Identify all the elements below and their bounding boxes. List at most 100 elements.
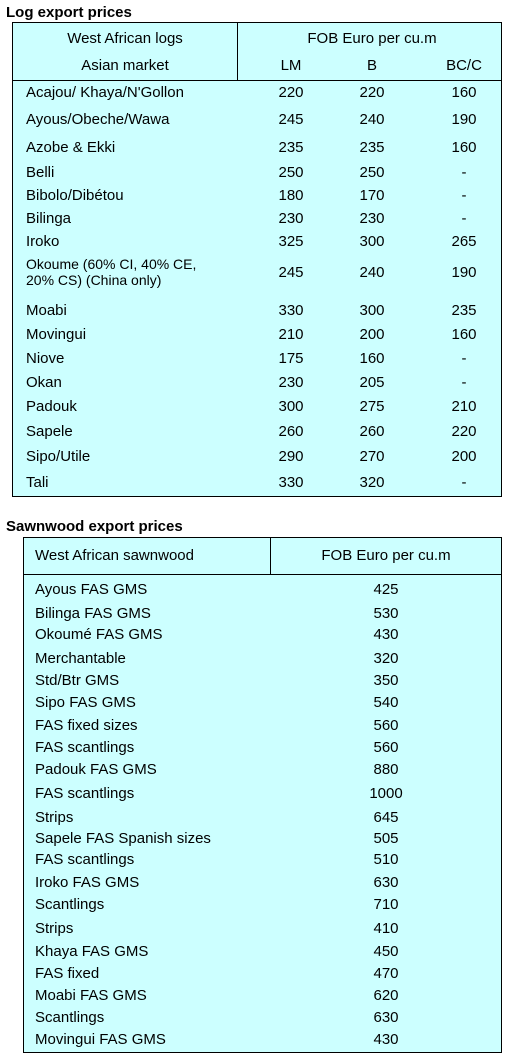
sawnwood-prices-title: Sawnwood export prices [6, 518, 183, 535]
header-grade-lm: LM [280, 57, 302, 74]
log-name: Movingui [26, 326, 87, 343]
sawnwood-price: 425 [373, 581, 399, 598]
header-asian-market: Asian market [81, 57, 169, 74]
log-name: Moabi [26, 302, 67, 319]
sawnwood-price: 510 [373, 851, 399, 868]
sawnwood-name: Strips [35, 809, 74, 826]
sawnwood-name: Scantlings [35, 1009, 105, 1026]
sawnwood-price: 560 [373, 717, 399, 734]
log-price-lm: 230 [278, 210, 304, 227]
sawnwood-table-header: West African sawnwood FOB Euro per cu.m [24, 538, 501, 575]
log-price-bcc: - [461, 374, 467, 391]
sawnwood-name: FAS fixed sizes [35, 717, 138, 734]
log-name: Bibolo/Dibétou [26, 187, 124, 204]
sawnwood-header-divider [270, 538, 271, 574]
sawnwood-name: Sipo FAS GMS [35, 694, 136, 711]
log-price-bcc: 265 [451, 233, 477, 250]
sawnwood-price: 505 [373, 830, 399, 847]
log-price-bcc: - [461, 187, 467, 204]
log-price-bcc: 160 [451, 84, 477, 101]
log-price-lm: 330 [278, 302, 304, 319]
sawnwood-price: 630 [373, 1009, 399, 1026]
sawnwood-price: 630 [373, 874, 399, 891]
log-table-header: West African logs Asian market FOB Euro … [13, 23, 501, 81]
sawnwood-prices-table: West African sawnwood FOB Euro per cu.m … [23, 537, 502, 1053]
sawnwood-name: Movingui FAS GMS [35, 1031, 166, 1048]
log-price-lm: 300 [278, 398, 304, 415]
log-price-lm: 220 [278, 84, 304, 101]
log-price-b: 170 [359, 187, 385, 204]
log-price-b: 270 [359, 448, 385, 465]
log-name: Niove [26, 350, 65, 367]
sawnwood-name: Ayous FAS GMS [35, 581, 148, 598]
sawnwood-price: 470 [373, 965, 399, 982]
sawnwood-name: FAS fixed [35, 965, 100, 982]
log-price-lm: 230 [278, 374, 304, 391]
sawnwood-name: Merchantable [35, 650, 126, 667]
sawnwood-price: 320 [373, 650, 399, 667]
sawnwood-price: 620 [373, 987, 399, 1004]
log-name: Padouk [26, 398, 77, 415]
log-price-bcc: 190 [451, 111, 477, 128]
log-prices-title: Log export prices [6, 4, 132, 21]
sawnwood-name: FAS scantlings [35, 739, 135, 756]
log-name: Acajou/ Khaya/N'Gollon [26, 84, 184, 101]
log-price-b: 300 [359, 302, 385, 319]
log-price-b: 205 [359, 374, 385, 391]
log-price-bcc: - [461, 210, 467, 227]
log-price-b: 275 [359, 398, 385, 415]
log-price-b: 320 [359, 474, 385, 491]
log-price-lm: 245 [278, 264, 304, 281]
log-name: Bilinga [26, 210, 72, 227]
log-price-b: 260 [359, 423, 385, 440]
sawnwood-name: FAS scantlings [35, 851, 135, 868]
sawnwood-name: Sapele FAS Spanish sizes [35, 830, 211, 847]
log-price-bcc: 160 [451, 139, 477, 156]
sawnwood-price: 530 [373, 605, 399, 622]
log-price-bcc: - [461, 164, 467, 181]
log-name: Iroko [26, 233, 60, 250]
header-grade-b: B [366, 57, 378, 74]
log-price-b: 200 [359, 326, 385, 343]
log-name: Sipo/Utile [26, 448, 91, 465]
log-price-b: 230 [359, 210, 385, 227]
log-name: Ayous/Obeche/Wawa [26, 111, 170, 128]
log-name: Azobe & Ekki [26, 139, 116, 156]
sawnwood-price: 540 [373, 694, 399, 711]
sawnwood-price: 350 [373, 672, 399, 689]
log-price-b: 300 [359, 233, 385, 250]
log-price-bcc: 190 [451, 264, 477, 281]
header-west-african-logs: West African logs [67, 30, 183, 47]
sawnwood-price: 1000 [369, 785, 403, 802]
log-price-bcc: - [461, 350, 467, 367]
sawnwood-name: Iroko FAS GMS [35, 874, 140, 891]
sawnwood-name: Strips [35, 920, 74, 937]
log-price-lm: 180 [278, 187, 304, 204]
log-price-bcc: 200 [451, 448, 477, 465]
log-price-lm: 175 [278, 350, 304, 367]
sawnwood-price: 880 [373, 761, 399, 778]
log-price-bcc: 220 [451, 423, 477, 440]
log-price-b: 235 [359, 139, 385, 156]
log-price-lm: 290 [278, 448, 304, 465]
sawnwood-name: Padouk FAS GMS [35, 761, 157, 778]
log-name: Okan [26, 374, 62, 391]
sawnwood-name: Bilinga FAS GMS [35, 605, 151, 622]
log-price-lm: 245 [278, 111, 304, 128]
header-sawnwood-fob-euro: FOB Euro per cu.m [321, 547, 451, 564]
log-price-b: 240 [359, 264, 385, 281]
sawnwood-price: 560 [373, 739, 399, 756]
log-price-b: 240 [359, 111, 385, 128]
sawnwood-name: Std/Btr GMS [35, 672, 120, 689]
sawnwood-price: 410 [373, 920, 399, 937]
header-column-divider [237, 23, 238, 80]
sawnwood-price: 450 [373, 943, 399, 960]
header-fob-euro: FOB Euro per cu.m [307, 30, 437, 47]
log-price-bcc: 160 [451, 326, 477, 343]
log-price-lm: 235 [278, 139, 304, 156]
sawnwood-name: Moabi FAS GMS [35, 987, 147, 1004]
log-price-lm: 210 [278, 326, 304, 343]
sawnwood-name: FAS scantlings [35, 785, 135, 802]
log-price-b: 160 [359, 350, 385, 367]
header-grade-bcc: BC/C [446, 57, 482, 74]
